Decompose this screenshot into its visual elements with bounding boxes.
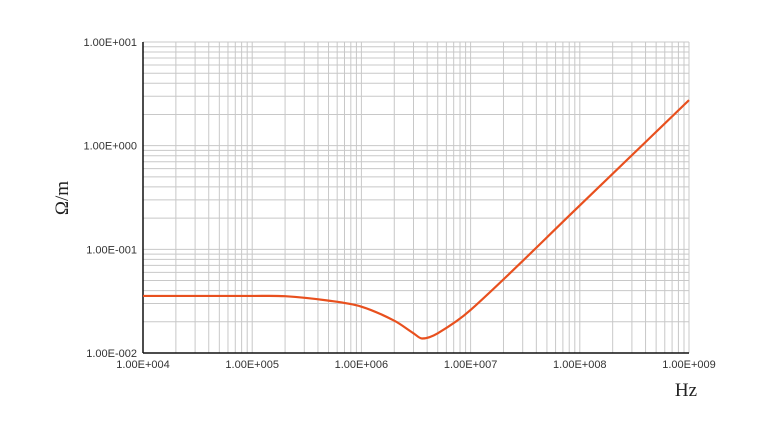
y-tick-label: 1.00E+001: [83, 37, 137, 49]
x-tick-label: 1.00E+009: [662, 359, 716, 371]
x-axis-label: Hz: [675, 380, 697, 401]
y-tick-label: 1.00E-002: [86, 348, 137, 360]
grid: [143, 41, 690, 353]
x-tick-label: 1.00E+006: [335, 359, 389, 371]
y-tick-label: 1.00E+000: [83, 141, 137, 153]
x-tick-label: 1.00E+007: [444, 359, 498, 371]
y-tick-labels: 1.00E-002 1.00E-001 1.00E+000 1.00E+001: [83, 37, 137, 360]
x-tick-label: 1.00E+004: [116, 359, 170, 371]
y-axis-label: Ω/m: [52, 181, 73, 215]
x-tick-label: 1.00E+008: [553, 359, 607, 371]
x-tick-label: 1.00E+005: [225, 359, 279, 371]
y-tick-label: 1.00E-001: [86, 244, 137, 256]
x-tick-labels: 1.00E+004 1.00E+005 1.00E+006 1.00E+007 1.00…: [116, 359, 716, 371]
series-line: [142, 99, 690, 340]
